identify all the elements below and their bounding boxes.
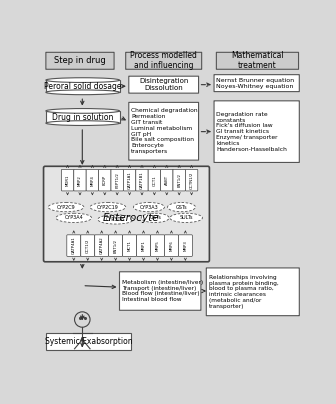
Text: ASBT: ASBT <box>165 175 169 185</box>
Ellipse shape <box>90 202 126 212</box>
FancyBboxPatch shape <box>109 235 123 257</box>
FancyBboxPatch shape <box>151 235 164 257</box>
FancyBboxPatch shape <box>123 169 136 191</box>
Text: Disintegration
Dissolution: Disintegration Dissolution <box>139 78 188 91</box>
Text: Chemical degradation
Permeation
GIT transit
Luminal metabolism
GIT pH
Bile salt : Chemical degradation Permeation GIT tran… <box>131 108 198 154</box>
FancyBboxPatch shape <box>95 235 109 257</box>
Text: Step in drug: Step in drug <box>54 56 106 65</box>
FancyBboxPatch shape <box>67 235 81 257</box>
FancyBboxPatch shape <box>46 53 114 69</box>
Ellipse shape <box>48 202 84 212</box>
FancyBboxPatch shape <box>161 169 173 191</box>
Text: BCRP: BCRP <box>103 175 107 185</box>
Text: MRP2: MRP2 <box>78 175 82 185</box>
Text: MDR1: MDR1 <box>66 175 70 186</box>
FancyBboxPatch shape <box>136 235 151 257</box>
FancyBboxPatch shape <box>129 76 199 93</box>
Text: MRP1: MRP1 <box>141 240 145 251</box>
FancyBboxPatch shape <box>86 169 98 191</box>
Text: OATP4A2: OATP4A2 <box>100 237 104 255</box>
Text: Peroral solid dosage: Peroral solid dosage <box>44 82 121 91</box>
Text: MRP6: MRP6 <box>169 240 173 251</box>
Ellipse shape <box>46 78 120 82</box>
Text: MRP3: MRP3 <box>183 240 187 251</box>
FancyBboxPatch shape <box>123 235 136 257</box>
Ellipse shape <box>46 121 120 126</box>
Text: OCT1: OCT1 <box>152 175 156 185</box>
Ellipse shape <box>141 213 169 223</box>
Text: UGTs: UGTs <box>149 215 161 220</box>
Text: Drug in solution: Drug in solution <box>52 112 113 122</box>
Text: ENT1/2: ENT1/2 <box>114 239 118 252</box>
FancyBboxPatch shape <box>214 101 299 162</box>
FancyBboxPatch shape <box>126 53 202 69</box>
Text: Enterocyte: Enterocyte <box>103 213 160 223</box>
Text: Relationships involving
plasma protein binding,
blood to plasma ratio,
intrinsic: Relationships involving plasma protein b… <box>209 275 278 309</box>
Text: ENT1/2: ENT1/2 <box>177 173 181 187</box>
Text: MCT1: MCT1 <box>128 240 132 251</box>
FancyBboxPatch shape <box>61 169 74 191</box>
Text: PEPT1/2: PEPT1/2 <box>115 172 119 188</box>
FancyBboxPatch shape <box>136 169 148 191</box>
FancyBboxPatch shape <box>129 102 199 160</box>
Text: CYP2C19: CYP2C19 <box>97 204 119 210</box>
Text: OATP4A1: OATP4A1 <box>72 237 76 255</box>
Text: MRP5: MRP5 <box>156 240 160 251</box>
Text: Process modelled
and influencing: Process modelled and influencing <box>130 51 197 71</box>
Ellipse shape <box>56 213 92 223</box>
Text: CYP3D6: CYP3D6 <box>106 217 125 222</box>
Text: OATP1A1: OATP1A1 <box>128 171 132 189</box>
FancyBboxPatch shape <box>173 169 185 191</box>
Text: OATP1B1: OATP1B1 <box>140 171 144 189</box>
FancyBboxPatch shape <box>44 166 209 262</box>
Text: Metabolism (intestine/liver)
Transport (intestine/liver)
Blood flow (intestine/l: Metabolism (intestine/liver) Transport (… <box>122 280 203 302</box>
FancyBboxPatch shape <box>98 169 111 191</box>
Text: OCTN1/2: OCTN1/2 <box>190 171 194 189</box>
Text: OCT1/2: OCT1/2 <box>86 238 90 253</box>
FancyBboxPatch shape <box>206 268 299 316</box>
Text: CYP3A4: CYP3A4 <box>65 215 83 220</box>
FancyBboxPatch shape <box>111 169 123 191</box>
Text: CYP3A3: CYP3A3 <box>139 204 158 210</box>
Text: Nernst Brunner equation
Noyes-Whitney equation: Nernst Brunner equation Noyes-Whitney eq… <box>216 78 294 88</box>
FancyBboxPatch shape <box>148 169 161 191</box>
FancyBboxPatch shape <box>185 169 198 191</box>
Bar <box>46 80 120 92</box>
Text: Systemic Exabsorption: Systemic Exabsorption <box>45 337 132 346</box>
Text: MRP4: MRP4 <box>90 175 94 185</box>
FancyBboxPatch shape <box>46 333 131 350</box>
Ellipse shape <box>46 90 120 95</box>
Bar <box>46 111 120 123</box>
FancyBboxPatch shape <box>216 53 298 69</box>
FancyBboxPatch shape <box>178 235 192 257</box>
FancyBboxPatch shape <box>120 272 201 310</box>
Ellipse shape <box>98 215 133 224</box>
Text: SULTs: SULTs <box>179 215 193 220</box>
FancyBboxPatch shape <box>214 75 299 92</box>
Ellipse shape <box>170 213 202 223</box>
Text: GSTs: GSTs <box>176 204 187 210</box>
FancyBboxPatch shape <box>164 235 178 257</box>
FancyBboxPatch shape <box>74 169 86 191</box>
Ellipse shape <box>46 109 120 113</box>
Text: Degradation rate
constants
Fick's diffusion law
GI transit kinetics
Enzyme/ tran: Degradation rate constants Fick's diffus… <box>216 112 287 152</box>
Text: CYP2C9: CYP2C9 <box>57 204 75 210</box>
Ellipse shape <box>133 202 164 212</box>
Text: Mathematical
treatment: Mathematical treatment <box>231 51 284 71</box>
FancyBboxPatch shape <box>81 235 95 257</box>
Ellipse shape <box>168 202 196 212</box>
